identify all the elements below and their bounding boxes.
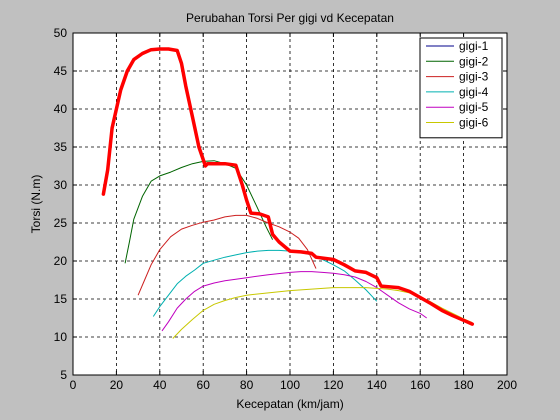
x-tick-label: 40 <box>153 378 167 392</box>
y-tick-label: 50 <box>54 26 68 40</box>
y-tick-label: 15 <box>54 292 68 306</box>
envelope-line <box>101 47 475 326</box>
series-lines <box>101 47 475 339</box>
series-line-gigi-2 <box>124 160 274 264</box>
y-tick-label: 20 <box>54 254 68 268</box>
legend-label: gigi-5 <box>459 100 489 114</box>
x-tick-label: 180 <box>454 378 474 392</box>
series-line-gigi-3 <box>137 214 317 296</box>
y-tick-label: 25 <box>54 216 68 230</box>
y-tick-label: 40 <box>54 102 68 116</box>
legend-box <box>419 37 503 139</box>
x-tick-label: 0 <box>70 378 77 392</box>
x-tick-label: 60 <box>197 378 211 392</box>
y-tick-label: 45 <box>54 64 68 78</box>
y-axis-title: Torsi (N.m) <box>29 175 43 234</box>
x-tick-label: 20 <box>110 378 124 392</box>
chart-title: Perubahan Torsi Per gigi vd Kecepatan <box>186 11 394 25</box>
y-tick-label: 35 <box>54 140 68 154</box>
x-tick-label: 200 <box>497 378 517 392</box>
series-line-gigi-5 <box>161 271 427 332</box>
x-tick-label: 160 <box>410 378 430 392</box>
legend-label: gigi-2 <box>459 54 489 68</box>
axis-ticks: 0 20 40 60 80 100 120 140 160 180 200 5 10 15 20 25 30 35… <box>54 26 518 392</box>
y-tick-label: 30 <box>54 178 68 192</box>
legend-label: gigi-4 <box>459 85 489 99</box>
legend-label: gigi-1 <box>459 39 489 53</box>
x-tick-label: 120 <box>323 378 343 392</box>
series-line-gigi-4 <box>152 249 378 317</box>
legend-label: gigi-6 <box>459 116 489 130</box>
x-tick-label: 140 <box>367 378 387 392</box>
y-tick-label: 10 <box>54 330 68 344</box>
x-tick-label: 100 <box>280 378 300 392</box>
legend-label: gigi-3 <box>459 70 489 84</box>
x-axis-title: Kecepatan (km/jam) <box>236 397 343 411</box>
y-tick-label: 5 <box>60 368 67 382</box>
x-tick-label: 80 <box>240 378 254 392</box>
